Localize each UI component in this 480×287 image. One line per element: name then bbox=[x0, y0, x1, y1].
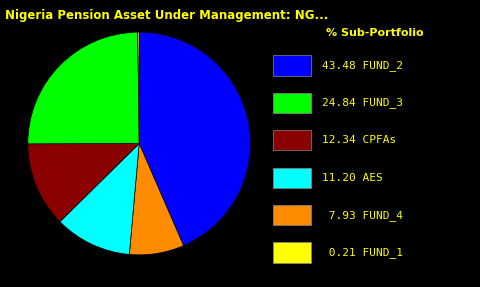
Text: 11.20 AES: 11.20 AES bbox=[322, 173, 383, 183]
Text: % Sub-Portfolio: % Sub-Portfolio bbox=[325, 28, 423, 38]
Text: Nigeria Pension Asset Under Management: NG...: Nigeria Pension Asset Under Management: … bbox=[5, 9, 328, 22]
Wedge shape bbox=[139, 32, 251, 246]
Bar bbox=[273, 242, 311, 263]
Bar bbox=[273, 93, 311, 113]
Text: 24.84 FUND_3: 24.84 FUND_3 bbox=[322, 98, 403, 108]
Text: 43.48 FUND_2: 43.48 FUND_2 bbox=[322, 60, 403, 71]
Text: 7.93 FUND_4: 7.93 FUND_4 bbox=[322, 210, 403, 220]
Bar bbox=[273, 55, 311, 76]
Bar bbox=[273, 205, 311, 225]
Text: 0.21 FUND_1: 0.21 FUND_1 bbox=[322, 247, 403, 258]
Text: 12.34 CPFAs: 12.34 CPFAs bbox=[322, 135, 396, 145]
Bar bbox=[273, 168, 311, 188]
Wedge shape bbox=[28, 144, 139, 222]
Wedge shape bbox=[60, 144, 139, 254]
Bar bbox=[273, 130, 311, 150]
Wedge shape bbox=[138, 32, 139, 144]
Wedge shape bbox=[28, 32, 139, 144]
Wedge shape bbox=[129, 144, 183, 255]
